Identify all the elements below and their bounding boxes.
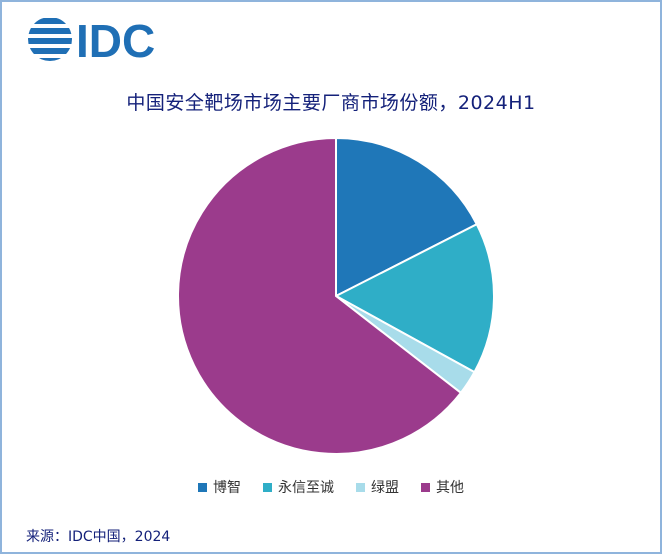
legend-label: 其他 xyxy=(436,480,464,496)
legend-swatch xyxy=(421,482,430,492)
legend-item-1: 永信至诚 xyxy=(263,477,334,497)
legend-item-0: 博智 xyxy=(198,477,241,497)
globe-icon xyxy=(28,18,72,61)
pie-slice-1 xyxy=(333,222,495,374)
legend-swatch xyxy=(198,482,207,492)
legend-item-3: 其他 xyxy=(421,477,464,497)
chart-legend: 博智 永信至诚 绿盟 其他 xyxy=(0,477,662,497)
legend-swatch xyxy=(263,482,272,492)
chart-title: 中国安全靶场市场主要厂商市场份额，2024H1 xyxy=(126,92,536,114)
source-note: 来源：IDC中国，2024 xyxy=(26,529,171,545)
legend-label: 博智 xyxy=(213,480,241,496)
legend-label: 绿盟 xyxy=(371,480,399,496)
pie-slice-3 xyxy=(177,136,463,455)
logo-text: IDC xyxy=(76,15,155,67)
legend-item-2: 绿盟 xyxy=(356,477,399,497)
pie-slice-0 xyxy=(335,136,479,298)
legend-label: 永信至诚 xyxy=(278,480,334,496)
idc-logo: IDC xyxy=(28,15,155,67)
legend-swatch xyxy=(356,482,365,492)
